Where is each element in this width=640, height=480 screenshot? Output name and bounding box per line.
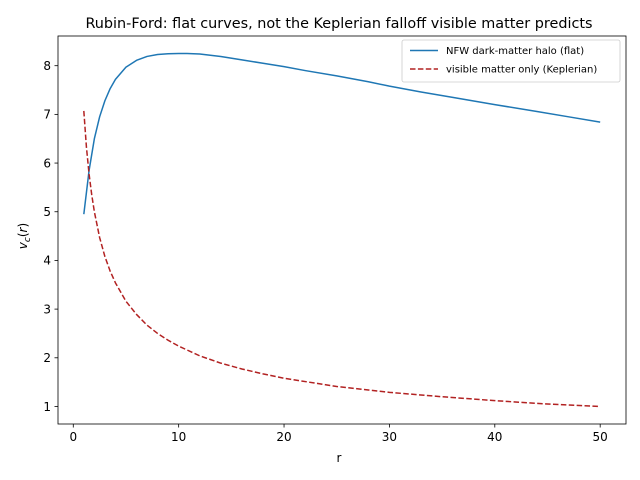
legend: NFW dark-matter halo (flat) visible matte… <box>401 39 621 83</box>
y-tick-label: 4 <box>43 254 51 268</box>
y-axis-label-close: ) <box>16 223 30 228</box>
axes-frame <box>57 35 627 425</box>
series-line-1 <box>83 52 601 215</box>
y-tick-label: 3 <box>43 302 51 316</box>
y-tick-label: 2 <box>43 351 51 365</box>
y-tick-label: 8 <box>43 59 51 73</box>
x-tick-label: 20 <box>276 430 291 444</box>
y-tick-label: 6 <box>43 156 51 170</box>
x-tick-label: 10 <box>171 430 186 444</box>
x-tick-label: 40 <box>487 430 502 444</box>
y-axis-label: vc(r) <box>16 223 33 249</box>
legend-entry-label: visible matter only (Keplerian) <box>446 65 597 76</box>
y-axis-label-r: r <box>16 226 30 232</box>
y-axis-label-subscript: c <box>23 237 33 242</box>
x-axis-label: r <box>337 451 342 465</box>
x-tick-label: 30 <box>382 430 397 444</box>
y-axis-label-arg: ( <box>16 232 30 237</box>
y-axis-label-v: v <box>16 241 30 249</box>
y-tick-label: 1 <box>43 400 51 414</box>
legend-entry-label: NFW dark-matter halo (flat) <box>446 46 584 57</box>
y-tick-label: 7 <box>43 108 51 122</box>
x-tick-label: 50 <box>593 430 608 444</box>
series-line-2 <box>83 110 601 408</box>
legend-box <box>401 39 621 83</box>
plot-area: 0 10 20 30 40 50 1 2 3 4 5 6 7 8 <box>43 35 627 444</box>
y-tick-label: 5 <box>43 205 51 219</box>
x-tick-label: 0 <box>69 430 77 444</box>
chart-title: Rubin-Ford: flat curves, not the Kepleri… <box>85 16 592 32</box>
